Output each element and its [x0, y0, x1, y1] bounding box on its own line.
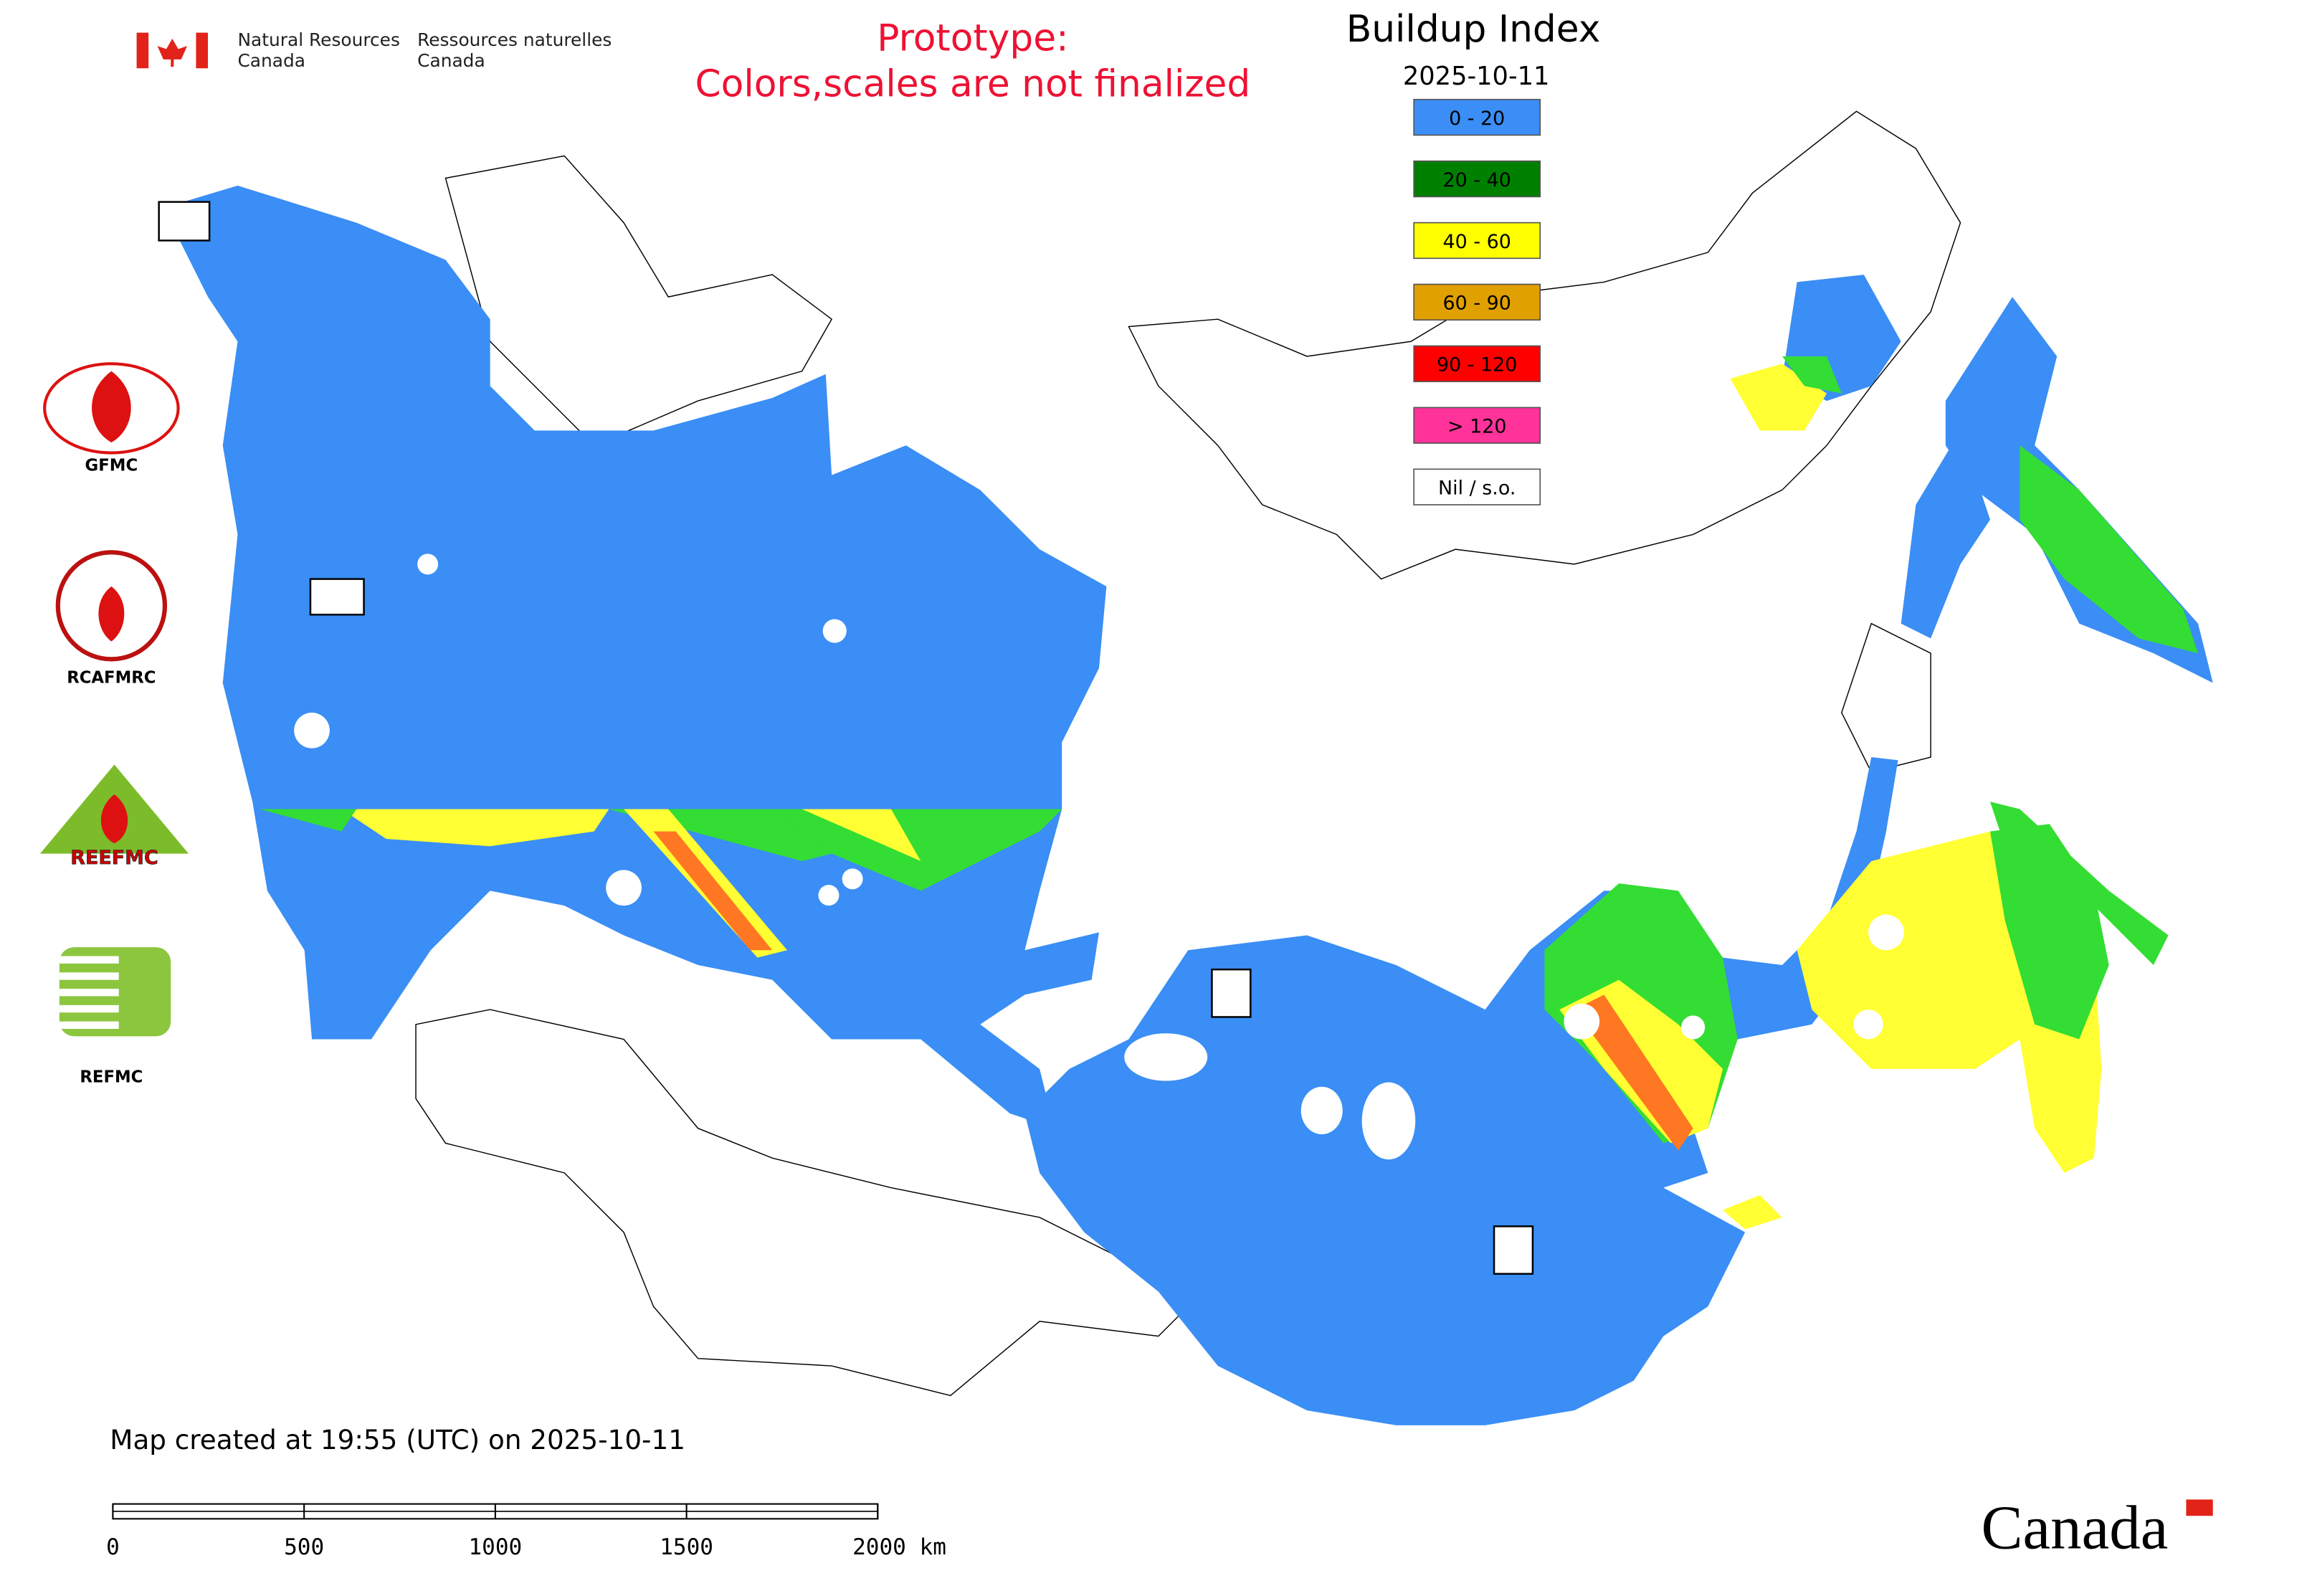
logo-refmc-stripe: [59, 989, 119, 997]
agency-name-fr: Canada: [417, 50, 485, 71]
centre-markers: [158, 201, 1534, 1275]
legend-label: 20 - 40: [1443, 169, 1511, 191]
agency-name-en: Canada: [237, 50, 305, 71]
logo-rcafmrc-flame: [98, 586, 125, 642]
legend-swatch: [1413, 222, 1541, 260]
agency-name-en: Natural Resources: [237, 29, 399, 50]
country-outlines: [415, 110, 1961, 1397]
wordmark-flag: [2186, 1499, 2213, 1516]
legend-swatch: [1413, 407, 1541, 444]
logo-label: RCAFMRC: [67, 669, 156, 688]
legend-label: 60 - 90: [1443, 293, 1511, 315]
logo-refmc-stripe: [59, 1021, 119, 1029]
legend-swatch: [1413, 160, 1541, 198]
legend-title: Buildup Index: [1346, 8, 1601, 51]
legend-label: Nil / s.o.: [1438, 478, 1516, 500]
legend-swatch: [1413, 98, 1541, 136]
canada-wordmark: Canada: [1982, 1493, 2169, 1562]
legend-swatch: [1413, 345, 1541, 382]
logo-label: REEFMC: [70, 847, 158, 869]
legend-swatch: [1413, 468, 1541, 505]
logo-gfmc-flame: [92, 371, 131, 443]
legend-label: 40 - 60: [1443, 231, 1511, 253]
scale-tick-label: 1000: [468, 1534, 522, 1560]
flag-bar: [196, 32, 209, 69]
logo-label: REFMC: [80, 1068, 143, 1087]
scale-tick-label: 500: [284, 1534, 324, 1560]
flag-bar: [136, 32, 149, 69]
scale-tick-label: 2000 km: [852, 1534, 946, 1560]
legend-label: 0 - 20: [1449, 108, 1505, 130]
logo-refmc-stripe: [59, 956, 119, 964]
legend-swatch: [1413, 283, 1541, 321]
logo-label: GFMC: [85, 456, 138, 475]
legend-label: > 120: [1447, 416, 1506, 438]
prototype-notice: Colors,scales are not finalized: [695, 63, 1251, 106]
prototype-notice: Prototype:: [877, 16, 1068, 60]
logo-reefmc-flame: [100, 794, 128, 844]
logo-refmc-stripe: [59, 1004, 119, 1013]
map-created-note: Map created at 19:55 (UTC) on 2025-10-11: [110, 1424, 685, 1455]
agency-name-fr: Ressources naturelles: [417, 29, 612, 50]
nil-areas: [294, 554, 1904, 1160]
legend-date: 2025-10-11: [1403, 62, 1550, 91]
scale-tick-label: 0: [106, 1534, 120, 1560]
flag-leaf: [157, 38, 188, 67]
logo-refmc-stripe: [59, 972, 119, 980]
index-higher-areas: [260, 356, 2198, 1230]
scale-tick-label: 1500: [660, 1534, 713, 1560]
legend-label: 90 - 120: [1437, 354, 1517, 376]
